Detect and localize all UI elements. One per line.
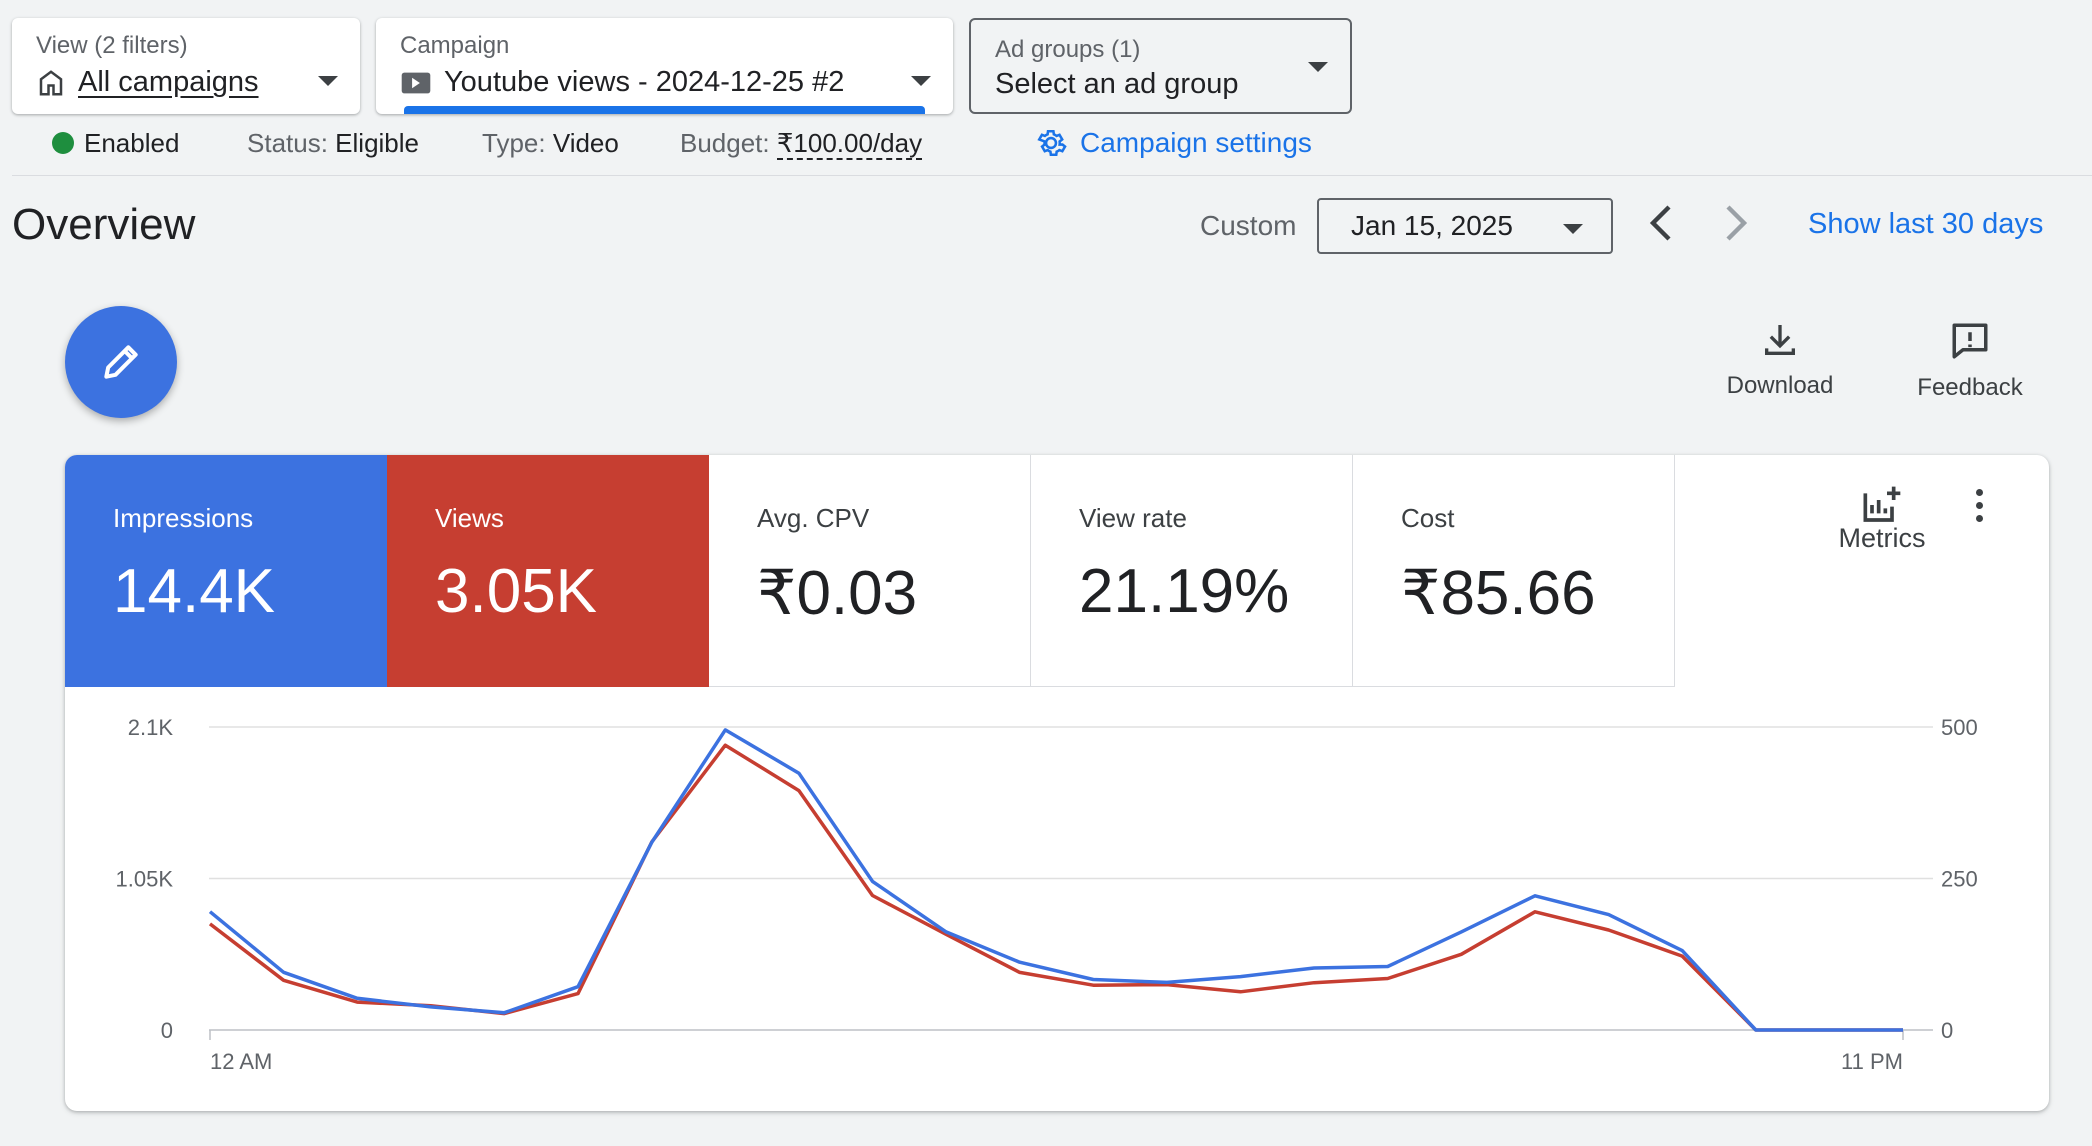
type-field: Type: Video bbox=[482, 128, 619, 159]
view-selector[interactable]: View (2 filters) All campaigns bbox=[12, 18, 360, 114]
adgroup-selector-value: Select an ad group bbox=[995, 68, 1239, 100]
chevron-down-icon[interactable] bbox=[1308, 62, 1328, 72]
chevron-down-icon[interactable] bbox=[911, 76, 931, 86]
metric-label: Impressions bbox=[113, 503, 254, 533]
campaign-selector-label: Campaign bbox=[400, 32, 510, 59]
status-dot-icon bbox=[52, 132, 74, 154]
download-button[interactable]: Download bbox=[1700, 320, 1860, 400]
x-tick-label: 11 PM bbox=[1841, 1049, 1903, 1074]
view-selector-value[interactable]: All campaigns bbox=[78, 66, 259, 98]
metric-label: Views bbox=[435, 503, 504, 533]
y-left-tick-label: 0 bbox=[161, 1018, 173, 1043]
performance-chart: 0 0 1.05K 250 2.1K 500 12 AM 11 PM bbox=[116, 715, 1978, 1074]
date-range-label: Custom bbox=[1200, 210, 1297, 241]
feedback-button[interactable]: Feedback bbox=[1890, 320, 2050, 402]
metric-label: View rate bbox=[1079, 503, 1187, 533]
feedback-icon bbox=[1952, 323, 1988, 359]
campaign-status-row: Enabled Status: Eligible Type: Video Bud… bbox=[0, 126, 1400, 168]
more-options-icon[interactable] bbox=[1976, 489, 1986, 528]
page-title: Overview bbox=[12, 200, 196, 249]
gear-icon bbox=[1037, 129, 1067, 157]
metric-value: ₹85.66 bbox=[1401, 559, 1596, 628]
performance-card: Impressions 14.4K Views 3.05K Avg. CPV ₹… bbox=[65, 455, 2049, 1111]
budget-field: Budget: ₹100.00/day bbox=[680, 128, 923, 160]
video-icon bbox=[401, 72, 431, 93]
metric-label: Cost bbox=[1401, 503, 1455, 533]
metric-tile-view-rate[interactable]: View rate 21.19% bbox=[1031, 455, 1353, 687]
metric-value: 3.05K bbox=[435, 557, 598, 626]
status-value: Eligible bbox=[335, 128, 419, 158]
metric-tile-impressions[interactable]: Impressions 14.4K bbox=[65, 455, 387, 687]
chevron-left-icon[interactable] bbox=[1645, 203, 1677, 243]
date-picker[interactable]: Jan 15, 2025 bbox=[1317, 198, 1613, 254]
x-tick-label: 12 AM bbox=[210, 1049, 272, 1074]
campaign-selector[interactable]: Campaign Youtube views - 2024-12-25 #2 bbox=[376, 18, 953, 114]
enabled-status[interactable]: Enabled bbox=[84, 128, 180, 158]
status-field: Status: Eligible bbox=[247, 128, 419, 159]
download-label: Download bbox=[1726, 372, 1834, 399]
metric-tile-avg-cpv[interactable]: Avg. CPV ₹0.03 bbox=[709, 455, 1031, 687]
y-right-tick-label: 0 bbox=[1941, 1018, 1953, 1043]
selected-indicator bbox=[404, 106, 925, 114]
y-left-tick-label: 2.1K bbox=[128, 715, 174, 740]
adgroup-selector-label: Ad groups (1) bbox=[995, 36, 1141, 63]
metrics-button[interactable]: Metrics bbox=[1817, 485, 1947, 554]
view-selector-label: View (2 filters) bbox=[36, 32, 188, 59]
metric-value: 14.4K bbox=[113, 557, 276, 626]
type-value: Video bbox=[552, 128, 619, 158]
campaign-settings-link[interactable]: Campaign settings bbox=[1034, 126, 1312, 160]
series-line-impressions bbox=[208, 728, 1903, 1032]
metric-value: 21.19% bbox=[1079, 557, 1290, 626]
y-left-tick-label: 1.05K bbox=[116, 867, 174, 892]
campaign-selector-value: Youtube views - 2024-12-25 #2 bbox=[444, 66, 845, 98]
download-icon bbox=[1765, 325, 1795, 355]
metric-tile-views[interactable]: Views 3.05K bbox=[387, 455, 709, 687]
campaign-settings-label: Campaign settings bbox=[1080, 127, 1312, 158]
series-line-views bbox=[208, 743, 1903, 1032]
divider bbox=[12, 175, 2092, 176]
y-right-tick-label: 500 bbox=[1941, 715, 1978, 740]
chevron-right-icon[interactable] bbox=[1720, 203, 1752, 243]
adgroup-selector[interactable]: Ad groups (1) Select an ad group bbox=[969, 18, 1352, 114]
metric-label: Avg. CPV bbox=[757, 503, 870, 533]
metric-tile-cost[interactable]: Cost ₹85.66 bbox=[1353, 455, 1675, 687]
type-label: Type: bbox=[482, 128, 546, 158]
feedback-label: Feedback bbox=[1917, 374, 2023, 401]
budget-value[interactable]: ₹100.00/day bbox=[776, 128, 923, 160]
pencil-icon bbox=[104, 345, 138, 379]
metrics-label: Metrics bbox=[1838, 523, 1926, 553]
chevron-down-icon[interactable] bbox=[1563, 224, 1583, 234]
chevron-down-icon[interactable] bbox=[318, 76, 338, 86]
y-right-tick-label: 250 bbox=[1941, 867, 1978, 892]
home-icon bbox=[39, 69, 63, 95]
budget-label: Budget: bbox=[680, 128, 770, 158]
status-label: Status: bbox=[247, 128, 328, 158]
edit-button[interactable] bbox=[65, 306, 177, 418]
add-chart-icon bbox=[1863, 486, 1901, 522]
show-last-30-days-link[interactable]: Show last 30 days bbox=[1808, 208, 2044, 240]
date-value: Jan 15, 2025 bbox=[1351, 210, 1513, 241]
metric-value: ₹0.03 bbox=[757, 559, 918, 628]
